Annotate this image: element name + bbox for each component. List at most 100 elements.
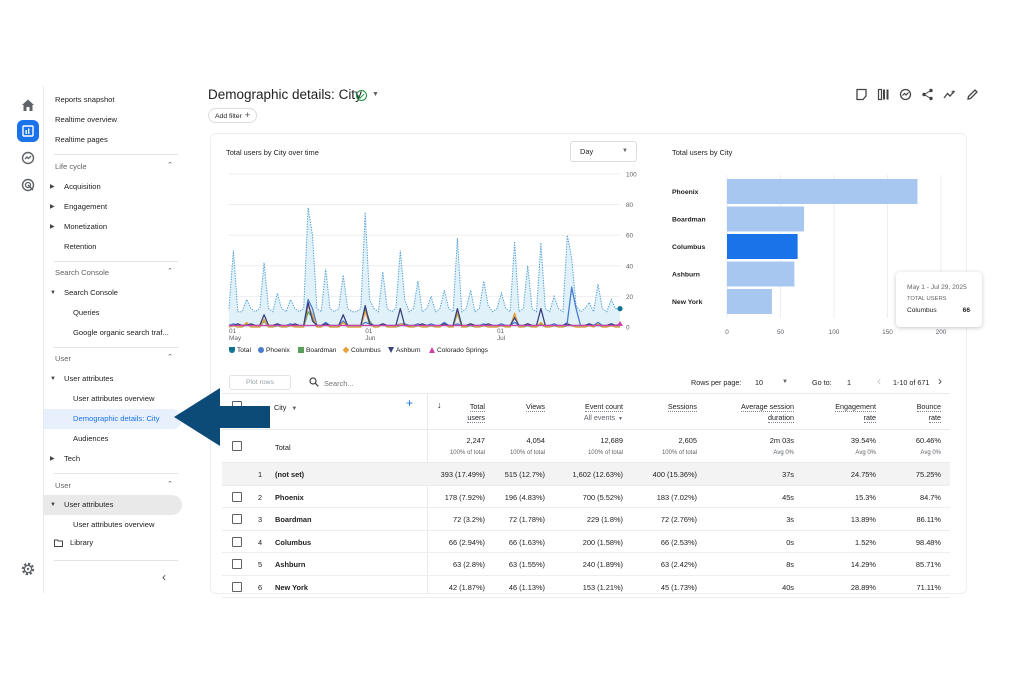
city-cell[interactable]: Ashburn: [275, 560, 306, 569]
city-cell[interactable]: Columbus: [275, 537, 312, 547]
sidebar-item-audiences[interactable]: Audiences: [73, 434, 109, 443]
add-dimension-icon[interactable]: +: [406, 396, 414, 410]
metric-cell: 13.89%: [850, 515, 876, 524]
city-cell[interactable]: Phoenix: [275, 492, 304, 502]
column-header-views[interactable]: Views: [525, 402, 545, 412]
totals-checkbox[interactable]: [232, 441, 242, 451]
row-number: 1: [258, 470, 263, 479]
legend-item-phoenix[interactable]: Phoenix: [258, 347, 290, 354]
trend-icon[interactable]: [943, 88, 956, 101]
chevron-up-icon: ⌃: [167, 481, 173, 488]
metric-cell: 515 (12.7%): [504, 470, 545, 479]
sort-descending-icon[interactable]: ↓: [437, 400, 442, 410]
insights-icon[interactable]: [899, 88, 912, 101]
explore-icon[interactable]: [20, 150, 36, 166]
table-row[interactable]: 4 Columbus 66 (2.94%) 66 (1.63%) 200 (1.58%)…: [222, 531, 950, 553]
compare-icon[interactable]: [855, 88, 868, 101]
sidebar-item-reports-snapshot[interactable]: Reports snapshot: [55, 95, 115, 104]
row-checkbox[interactable]: [232, 536, 242, 547]
section-user-2[interactable]: User ⌃: [55, 481, 173, 490]
customize-report-icon[interactable]: [877, 88, 890, 101]
goto-input[interactable]: 1: [847, 378, 851, 387]
caret-down-icon: ▼: [782, 379, 788, 385]
title-dropdown-icon[interactable]: ▼: [372, 91, 379, 98]
metric-cell: 400 (15.36%): [652, 470, 697, 479]
goto-label: Go to:: [812, 378, 832, 387]
home-icon[interactable]: [20, 97, 36, 113]
sidebar-item-demographic-details-city[interactable]: Demographic details: City: [44, 409, 182, 429]
divider: [54, 560, 178, 561]
sidebar-item-engagement[interactable]: ▶ Engagement: [44, 197, 182, 217]
plot-rows-button[interactable]: Plot rows: [229, 375, 291, 390]
table-row[interactable]: 1 (not set) 393 (17.49%) 515 (12.7%) 1,602 (…: [222, 463, 950, 486]
metric-cell: 45s: [782, 492, 794, 502]
divider: [54, 261, 178, 262]
sidebar-group-user-attributes-2[interactable]: ▼ User attributes: [44, 495, 182, 515]
metric-cell: 85.71%: [915, 560, 941, 569]
sidebar-item-acquisition[interactable]: ▶ Acquisition: [44, 177, 182, 197]
share-icon[interactable]: [921, 88, 934, 101]
sidebar-item-retention[interactable]: Retention: [64, 242, 97, 251]
section-search-console[interactable]: Search Console ⌃: [55, 268, 173, 277]
legend-item-colorado-springs[interactable]: Colorado Springs: [429, 347, 488, 354]
sidebar-item-tech[interactable]: ▶ Tech: [44, 449, 182, 469]
sidebar-item-user-attributes-overview-2[interactable]: User attributes overview: [73, 520, 155, 529]
line-chart-title: Total users by City over time: [226, 148, 319, 157]
sidebar-item-user-attributes-overview[interactable]: User attributes overview: [73, 394, 155, 403]
column-header-total-users[interactable]: Total users: [467, 402, 485, 423]
row-number: 3: [258, 515, 263, 524]
legend-item-ashburn[interactable]: Ashburn: [388, 347, 421, 354]
legend-item-columbus[interactable]: Columbus: [342, 346, 381, 354]
sidebar-item-google-organic-search[interactable]: Google organic search traf...: [73, 328, 169, 337]
row-checkbox[interactable]: [232, 581, 242, 592]
city-cell[interactable]: (not set): [275, 470, 305, 479]
sidebar-item-queries[interactable]: Queries: [73, 308, 100, 317]
metric-cell: 14.29%: [850, 560, 876, 569]
add-filter-button[interactable]: Add filter +: [208, 108, 258, 123]
prev-page-icon[interactable]: ‹: [877, 374, 881, 388]
legend-item-total[interactable]: Total: [229, 347, 251, 354]
rows-per-page-select[interactable]: 10 ▼: [755, 375, 791, 390]
metric-cell: 98.48%: [915, 537, 941, 547]
next-page-icon[interactable]: ›: [938, 374, 942, 388]
sidebar-item-realtime-overview[interactable]: Realtime overview: [55, 115, 118, 124]
gear-icon[interactable]: [20, 561, 36, 577]
column-header-avg-session-duration[interactable]: Average session duration: [740, 402, 794, 423]
table-row[interactable]: 5 Ashburn 63 (2.8%) 63 (1.55%) 240 (1.89%) 63…: [222, 553, 950, 576]
advertising-icon[interactable]: [20, 177, 36, 193]
city-cell[interactable]: Boardman: [275, 515, 312, 524]
legend-swatch: [388, 347, 394, 353]
totals-cell: 39.54%: [850, 436, 876, 445]
event-filter-select[interactable]: All events: [583, 413, 616, 422]
sidebar-item-realtime-pages[interactable]: Realtime pages: [55, 135, 108, 144]
sidebar-item-monetization[interactable]: ▶ Monetization: [44, 217, 182, 237]
row-checkbox[interactable]: [232, 559, 242, 569]
collapse-sidebar-icon[interactable]: ‹: [162, 570, 166, 584]
sidebar-group-search-console[interactable]: ▼ Search Console: [44, 283, 182, 303]
table-row[interactable]: 6 New York 42 (1.87%) 46 (1.13%) 153 (1.21%)…: [222, 576, 950, 598]
row-checkbox[interactable]: [232, 514, 242, 524]
section-user[interactable]: User ⌃: [55, 354, 173, 363]
reports-icon[interactable]: [17, 120, 39, 142]
granularity-select[interactable]: Day ▼: [570, 141, 637, 162]
search-icon: [309, 377, 319, 387]
section-lifecycle[interactable]: Life cycle ⌃: [55, 162, 173, 171]
metric-cell: 1,602 (12.63%): [572, 470, 623, 479]
dimension-select[interactable]: City ▼: [274, 403, 298, 412]
column-header-engagement-rate[interactable]: Engagement rate: [835, 402, 876, 423]
sidebar-group-user-attributes[interactable]: ▼ User attributes: [44, 369, 182, 389]
legend-item-boardman[interactable]: Boardman: [298, 347, 336, 354]
table-row[interactable]: 2 Phoenix 178 (7.92%) 196 (4.83%) 700 (5.52%…: [222, 486, 950, 508]
column-header-bounce-rate[interactable]: Bounce rate: [916, 402, 941, 423]
metric-cell: 84.7%: [920, 492, 941, 502]
sidebar-item-library[interactable]: Library: [44, 533, 182, 553]
table-search-input[interactable]: [324, 377, 464, 389]
column-header-sessions[interactable]: Sessions: [667, 402, 697, 412]
row-checkbox[interactable]: [232, 491, 242, 502]
tooltip-value: 66: [962, 307, 970, 314]
city-cell[interactable]: New York: [275, 582, 308, 592]
pagination-range: 1-10 of 671: [893, 378, 930, 387]
edit-icon[interactable]: [966, 88, 979, 101]
column-header-event-count[interactable]: Event count All events ▼: [583, 402, 623, 422]
table-row[interactable]: 3 Boardman 72 (3.2%) 72 (1.78%) 229 (1.8%) 72…: [222, 508, 950, 531]
